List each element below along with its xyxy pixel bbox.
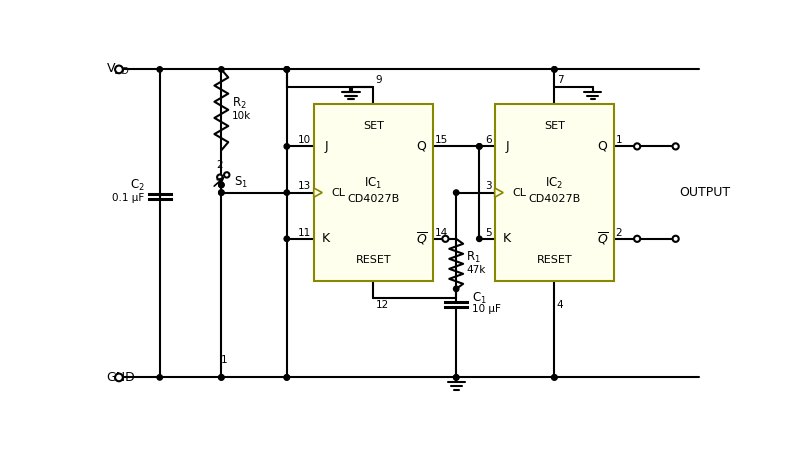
Text: CL: CL <box>331 188 346 198</box>
Circle shape <box>218 190 224 195</box>
Circle shape <box>218 190 224 195</box>
Text: 9: 9 <box>376 75 382 85</box>
Text: C$_2$: C$_2$ <box>130 178 144 193</box>
Text: S$_1$: S$_1$ <box>234 175 248 190</box>
Text: RESET: RESET <box>356 255 391 265</box>
Circle shape <box>454 190 459 195</box>
Bar <box>494 104 614 281</box>
Circle shape <box>224 172 230 178</box>
Text: 10k: 10k <box>232 111 251 121</box>
Text: J: J <box>324 140 328 153</box>
Text: 13: 13 <box>298 181 310 191</box>
Circle shape <box>284 375 290 380</box>
Circle shape <box>115 374 122 381</box>
Circle shape <box>442 236 449 242</box>
Text: K: K <box>503 232 511 245</box>
Circle shape <box>115 66 122 73</box>
Circle shape <box>454 375 459 380</box>
Circle shape <box>157 67 162 72</box>
Text: 3: 3 <box>485 181 492 191</box>
Circle shape <box>454 375 459 380</box>
Circle shape <box>218 182 224 188</box>
Text: K: K <box>322 232 330 245</box>
Circle shape <box>218 67 224 72</box>
Circle shape <box>284 67 290 72</box>
Circle shape <box>284 67 290 72</box>
Circle shape <box>284 375 290 380</box>
Text: 47k: 47k <box>466 265 486 275</box>
Circle shape <box>157 375 162 380</box>
Text: R$_2$: R$_2$ <box>232 96 247 111</box>
Text: 11: 11 <box>298 228 310 238</box>
Circle shape <box>218 375 224 380</box>
Text: 2: 2 <box>217 160 223 170</box>
Circle shape <box>284 67 290 72</box>
Text: CD4027B: CD4027B <box>347 194 399 204</box>
Polygon shape <box>314 188 322 197</box>
Circle shape <box>634 236 640 242</box>
Circle shape <box>552 67 557 72</box>
Circle shape <box>218 182 224 188</box>
Circle shape <box>217 175 222 180</box>
Polygon shape <box>494 188 503 197</box>
Circle shape <box>477 144 482 149</box>
Text: 4: 4 <box>557 300 563 310</box>
Text: 7: 7 <box>557 75 563 85</box>
Text: Q: Q <box>597 140 606 153</box>
Text: 5: 5 <box>485 228 492 238</box>
Text: CD4027B: CD4027B <box>528 194 581 204</box>
Text: J: J <box>506 140 509 153</box>
Circle shape <box>284 190 290 195</box>
Circle shape <box>284 236 290 242</box>
Text: Q: Q <box>416 140 426 153</box>
Text: 0.1 μF: 0.1 μF <box>112 193 144 203</box>
Circle shape <box>673 143 678 149</box>
Text: $\overline{Q}$: $\overline{Q}$ <box>598 230 609 247</box>
Text: IC$_2$: IC$_2$ <box>546 176 563 191</box>
Text: OUTPUT: OUTPUT <box>679 186 730 199</box>
Text: 6: 6 <box>485 135 492 145</box>
Text: SET: SET <box>544 121 565 130</box>
Text: 12: 12 <box>376 300 389 310</box>
Text: 2: 2 <box>615 228 622 238</box>
Text: V$_{DD}$: V$_{DD}$ <box>106 62 130 77</box>
Text: 1: 1 <box>615 135 622 145</box>
Circle shape <box>477 236 482 242</box>
Text: 10 μF: 10 μF <box>472 304 501 314</box>
Text: 15: 15 <box>434 135 448 145</box>
Circle shape <box>552 375 557 380</box>
Text: RESET: RESET <box>537 255 572 265</box>
Circle shape <box>454 286 459 292</box>
Circle shape <box>552 67 557 72</box>
Text: CL: CL <box>513 188 526 198</box>
Text: C$_1$: C$_1$ <box>472 291 486 306</box>
Text: $\overline{Q}$: $\overline{Q}$ <box>417 230 428 247</box>
Text: 10: 10 <box>298 135 310 145</box>
Circle shape <box>552 375 557 380</box>
Text: 14: 14 <box>434 228 448 238</box>
Text: GND: GND <box>106 371 134 384</box>
Circle shape <box>477 144 482 149</box>
Circle shape <box>673 236 678 242</box>
Circle shape <box>634 143 640 149</box>
Text: 1: 1 <box>221 355 228 365</box>
Bar <box>314 104 433 281</box>
Circle shape <box>218 375 224 380</box>
Text: SET: SET <box>363 121 384 130</box>
Text: IC$_1$: IC$_1$ <box>364 176 382 191</box>
Text: R$_1$: R$_1$ <box>466 250 481 265</box>
Circle shape <box>284 144 290 149</box>
